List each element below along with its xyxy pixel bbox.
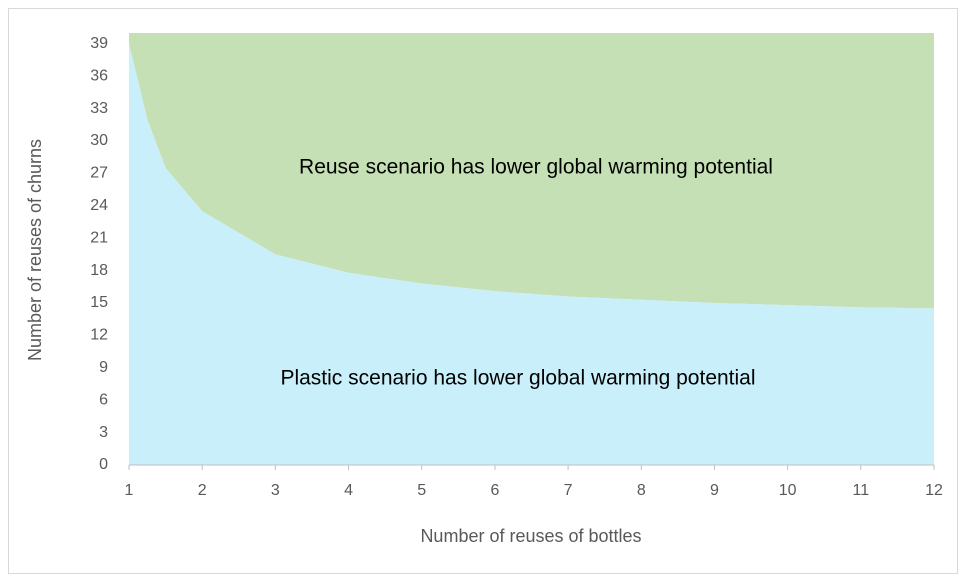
y-tick-label: 0	[99, 456, 108, 473]
x-tick-label: 6	[490, 482, 499, 499]
x-tick-label: 8	[637, 482, 646, 499]
y-tick-label: 30	[90, 132, 108, 149]
y-tick-label: 36	[90, 67, 108, 84]
y-tick-label: 3	[99, 424, 108, 441]
x-axis-title: Number of reuses of bottles	[420, 526, 641, 546]
annotation: Reuse scenario has lower global warming …	[299, 156, 773, 179]
x-tick-label: 10	[779, 482, 797, 499]
x-tick-label: 2	[198, 482, 207, 499]
y-tick-label: 24	[90, 197, 108, 214]
annotation: Plastic scenario has lower global warmin…	[280, 367, 755, 390]
y-tick-label: 15	[90, 294, 108, 311]
area-above	[129, 33, 934, 309]
x-tick-label: 9	[710, 482, 719, 499]
area-below	[129, 43, 934, 466]
y-tick-label: 21	[90, 229, 108, 246]
x-tick-label: 5	[417, 482, 426, 499]
x-tick-label: 7	[564, 482, 573, 499]
y-tick-label: 12	[90, 327, 108, 344]
y-tick-label: 27	[90, 165, 108, 182]
x-tick-label: 3	[271, 482, 280, 499]
y-tick-label: 18	[90, 262, 108, 279]
x-tick-label: 11	[853, 482, 870, 499]
x-tick-label: 1	[125, 482, 134, 499]
x-tick-label: 12	[925, 482, 943, 499]
y-tick-label: 6	[99, 391, 108, 408]
y-tick-label: 9	[99, 359, 108, 376]
y-axis-title: Number of reuses of churns	[25, 139, 45, 361]
x-tick-label: 4	[344, 482, 353, 499]
y-tick-label: 33	[90, 100, 108, 117]
y-tick-label: 39	[90, 35, 108, 52]
